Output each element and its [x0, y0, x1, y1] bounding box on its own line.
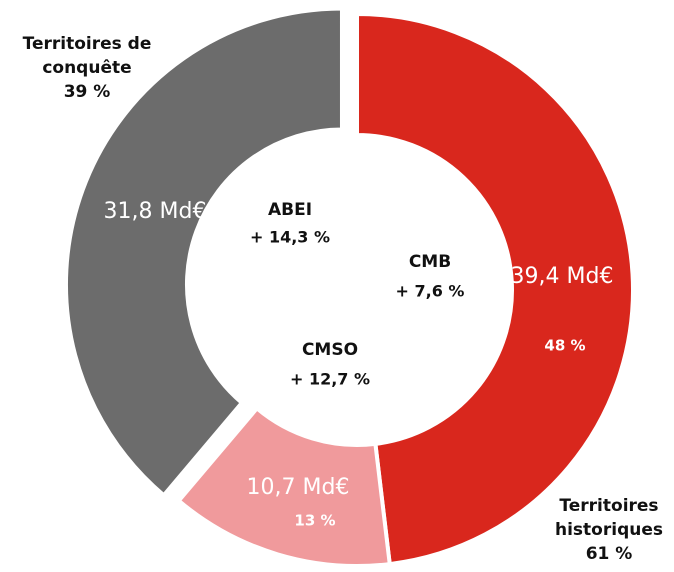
donut-segment [355, 11, 635, 567]
share-label: 48 % [544, 337, 585, 355]
growth-label: + 14,3 % [250, 228, 330, 247]
group-label: Territoires de conquête 39 % [12, 32, 162, 104]
growth-label: + 7,6 % [396, 282, 465, 301]
category-label: CMB [409, 252, 451, 272]
group-name: Territoires de conquête [22, 34, 152, 78]
value-label: 39,4 Md€ [511, 264, 614, 289]
growth-label: + 12,7 % [290, 370, 370, 389]
group-share: 61 % [585, 544, 633, 564]
donut-segment [64, 6, 344, 499]
category-label: ABEI [268, 200, 312, 220]
category-label: CMSO [302, 340, 358, 360]
share-label: 13 % [294, 512, 335, 530]
group-share: 39 % [63, 82, 111, 102]
donut-segment [175, 405, 392, 568]
group-name: Territoires historiques [555, 496, 663, 540]
value-label: 31,8 Md€ [104, 199, 207, 224]
value-label: 10,7 Md€ [247, 475, 350, 500]
group-label: Territoires historiques 61 % [534, 494, 674, 566]
